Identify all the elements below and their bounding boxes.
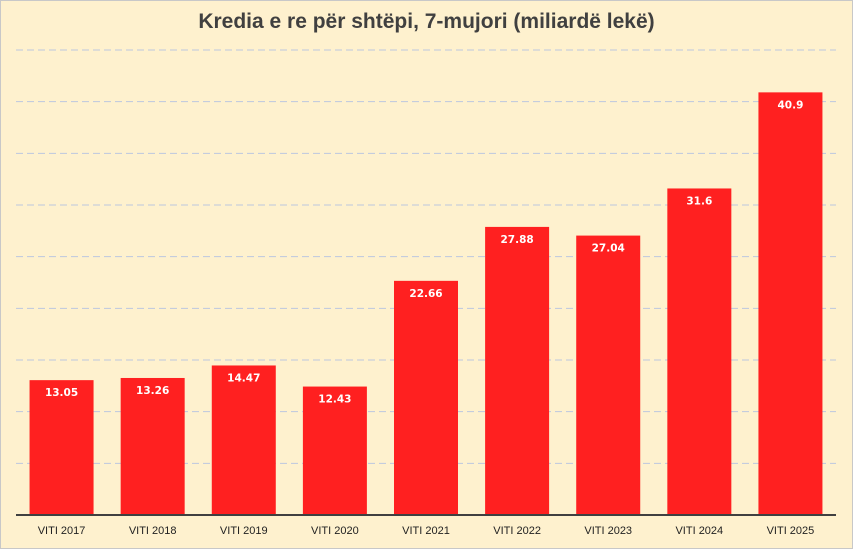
bar-viti-2021 — [394, 280, 458, 515]
data-label: 14.47 — [227, 372, 260, 384]
bar-viti-2019 — [211, 365, 276, 515]
data-label: 27.88 — [501, 234, 534, 246]
bar-viti-2017 — [29, 380, 94, 515]
bar-viti-2024 — [667, 188, 732, 515]
x-tick-label: VITI 2021 — [402, 525, 450, 537]
x-tick-label: VITI 2019 — [220, 525, 268, 537]
data-label: 13.05 — [45, 387, 78, 399]
data-label: 27.04 — [592, 243, 625, 255]
data-label: 12.43 — [318, 394, 351, 406]
bar-viti-2023 — [576, 235, 641, 515]
x-tick-label: VITI 2022 — [493, 525, 541, 537]
x-tick-label: VITI 2023 — [584, 525, 632, 537]
chart-title: Kredia e re për shtëpi, 7-mujori (miliar… — [198, 10, 655, 33]
data-label: 40.9 — [777, 99, 803, 111]
bar-viti-2020 — [302, 386, 367, 515]
x-tick-label: VITI 2024 — [675, 525, 723, 537]
data-label: 22.66 — [409, 288, 442, 300]
x-tick-label: VITI 2020 — [311, 525, 359, 537]
bar-viti-2025 — [758, 92, 823, 515]
x-tick-label: VITI 2018 — [129, 525, 177, 537]
bar-viti-2018 — [120, 377, 185, 515]
bar-viti-2022 — [485, 226, 550, 515]
x-tick-label: VITI 2025 — [767, 525, 815, 537]
data-label: 31.6 — [686, 195, 712, 207]
x-tick-label: VITI 2017 — [38, 525, 86, 537]
data-label: 13.26 — [136, 385, 169, 397]
